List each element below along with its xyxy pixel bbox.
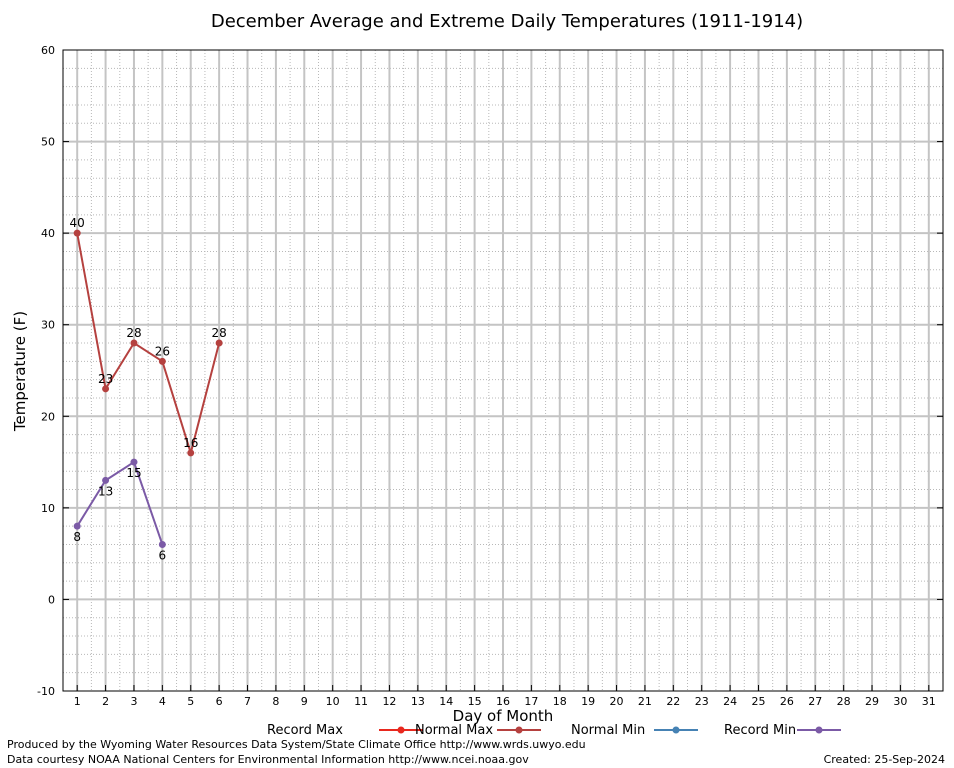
normal-max-data-label: 28 bbox=[126, 326, 141, 340]
legend-marker-record-max bbox=[397, 726, 405, 734]
x-tick-label: 6 bbox=[216, 695, 223, 708]
x-tick-label: 11 bbox=[354, 695, 368, 708]
x-tick-label: 18 bbox=[553, 695, 567, 708]
y-tick-label: 10 bbox=[41, 502, 55, 515]
normal-max-data-label: 16 bbox=[183, 436, 198, 450]
legend-label-record-min: Record Min bbox=[724, 723, 796, 738]
footer-created: Created: 25-Sep-2024 bbox=[823, 753, 945, 766]
x-tick-label: 19 bbox=[581, 695, 595, 708]
record-min-line bbox=[76, 460, 164, 545]
legend-label-normal-max: Normal Max bbox=[415, 723, 493, 738]
normal-max-point bbox=[102, 385, 110, 393]
x-tick-label: 22 bbox=[666, 695, 680, 708]
chart-title: December Average and Extreme Daily Tempe… bbox=[211, 11, 803, 32]
x-tick-label: 21 bbox=[638, 695, 652, 708]
y-tick-label: 30 bbox=[41, 319, 55, 332]
x-axis: 1 2 3 4 5 6 7 8 9 10 11 12 13 14 15 16 17 18 19 20 21 22 23 24 2… bbox=[74, 685, 936, 708]
grid bbox=[63, 50, 943, 691]
y-tick-label: -10 bbox=[37, 685, 55, 698]
x-tick-label: 26 bbox=[780, 695, 794, 708]
record-min-data-label: 6 bbox=[159, 548, 167, 562]
x-tick-label: 27 bbox=[808, 695, 822, 708]
normal-max-data-label: 23 bbox=[98, 372, 113, 386]
legend-marker-normal-min bbox=[672, 726, 680, 734]
legend-marker-record-min bbox=[815, 726, 823, 734]
y-axis-label: Temperature (F) bbox=[11, 311, 29, 432]
x-tick-label: 4 bbox=[159, 695, 166, 708]
legend-label-normal-min: Normal Min bbox=[571, 723, 645, 738]
y-axis: 60 50 40 30 20 10 0 -10 bbox=[37, 44, 943, 698]
y-tick-label: 40 bbox=[41, 227, 55, 240]
normal-max-data-label: 28 bbox=[211, 326, 226, 340]
x-tick-label: 8 bbox=[272, 695, 279, 708]
x-tick-label: 24 bbox=[723, 695, 737, 708]
x-tick-label: 23 bbox=[695, 695, 709, 708]
record-min-point bbox=[158, 540, 166, 548]
record-min-point bbox=[73, 522, 81, 530]
x-tick-label: 29 bbox=[865, 695, 879, 708]
normal-max-point bbox=[130, 339, 138, 347]
x-tick-label: 7 bbox=[244, 695, 251, 708]
legend-label-record-max: Record Max bbox=[267, 723, 343, 738]
x-tick-label: 5 bbox=[187, 695, 194, 708]
record-min-point bbox=[130, 458, 138, 466]
x-tick-label: 3 bbox=[130, 695, 137, 708]
record-min-point bbox=[102, 476, 110, 484]
x-tick-label: 12 bbox=[382, 695, 396, 708]
normal-max-point bbox=[215, 339, 223, 347]
y-tick-label: 0 bbox=[48, 593, 55, 606]
y-tick-label: 20 bbox=[41, 410, 55, 423]
x-tick-label: 25 bbox=[751, 695, 765, 708]
x-tick-label: 28 bbox=[837, 695, 851, 708]
x-tick-label: 13 bbox=[411, 695, 425, 708]
x-tick-label: 10 bbox=[326, 695, 340, 708]
normal-max-point bbox=[187, 449, 195, 457]
x-tick-label: 31 bbox=[922, 695, 936, 708]
normal-max-line bbox=[76, 232, 221, 457]
footer-data-courtesy: Data courtesy NOAA National Centers for … bbox=[7, 753, 529, 766]
record-min-data-label: 13 bbox=[98, 484, 113, 498]
normal-max-data-label: 40 bbox=[70, 216, 85, 230]
x-tick-label: 16 bbox=[496, 695, 510, 708]
normal-max-point bbox=[158, 357, 166, 365]
footer-produced-by: Produced by the Wyoming Water Resources … bbox=[7, 738, 586, 751]
legend: Record Max Normal Max Normal Min Record Min bbox=[267, 723, 841, 738]
x-tick-label: 20 bbox=[610, 695, 624, 708]
x-axis-label: Day of Month bbox=[453, 707, 554, 725]
y-tick-label: 60 bbox=[41, 44, 55, 57]
y-tick-label: 50 bbox=[41, 136, 55, 149]
x-tick-label: 17 bbox=[524, 695, 538, 708]
normal-max-data-label: 26 bbox=[155, 344, 170, 358]
x-tick-label: 1 bbox=[74, 695, 81, 708]
x-tick-label: 14 bbox=[439, 695, 453, 708]
x-tick-label: 15 bbox=[468, 695, 482, 708]
legend-marker-normal-max bbox=[515, 726, 523, 734]
x-tick-label: 2 bbox=[102, 695, 109, 708]
series-layer: 40 23 28 26 16 28 8 13 15 6 bbox=[70, 216, 227, 562]
record-min-data-label: 8 bbox=[73, 530, 81, 544]
record-min-data-label: 15 bbox=[126, 466, 141, 480]
x-tick-label: 30 bbox=[893, 695, 907, 708]
x-tick-label: 9 bbox=[301, 695, 308, 708]
normal-max-point bbox=[73, 229, 81, 237]
